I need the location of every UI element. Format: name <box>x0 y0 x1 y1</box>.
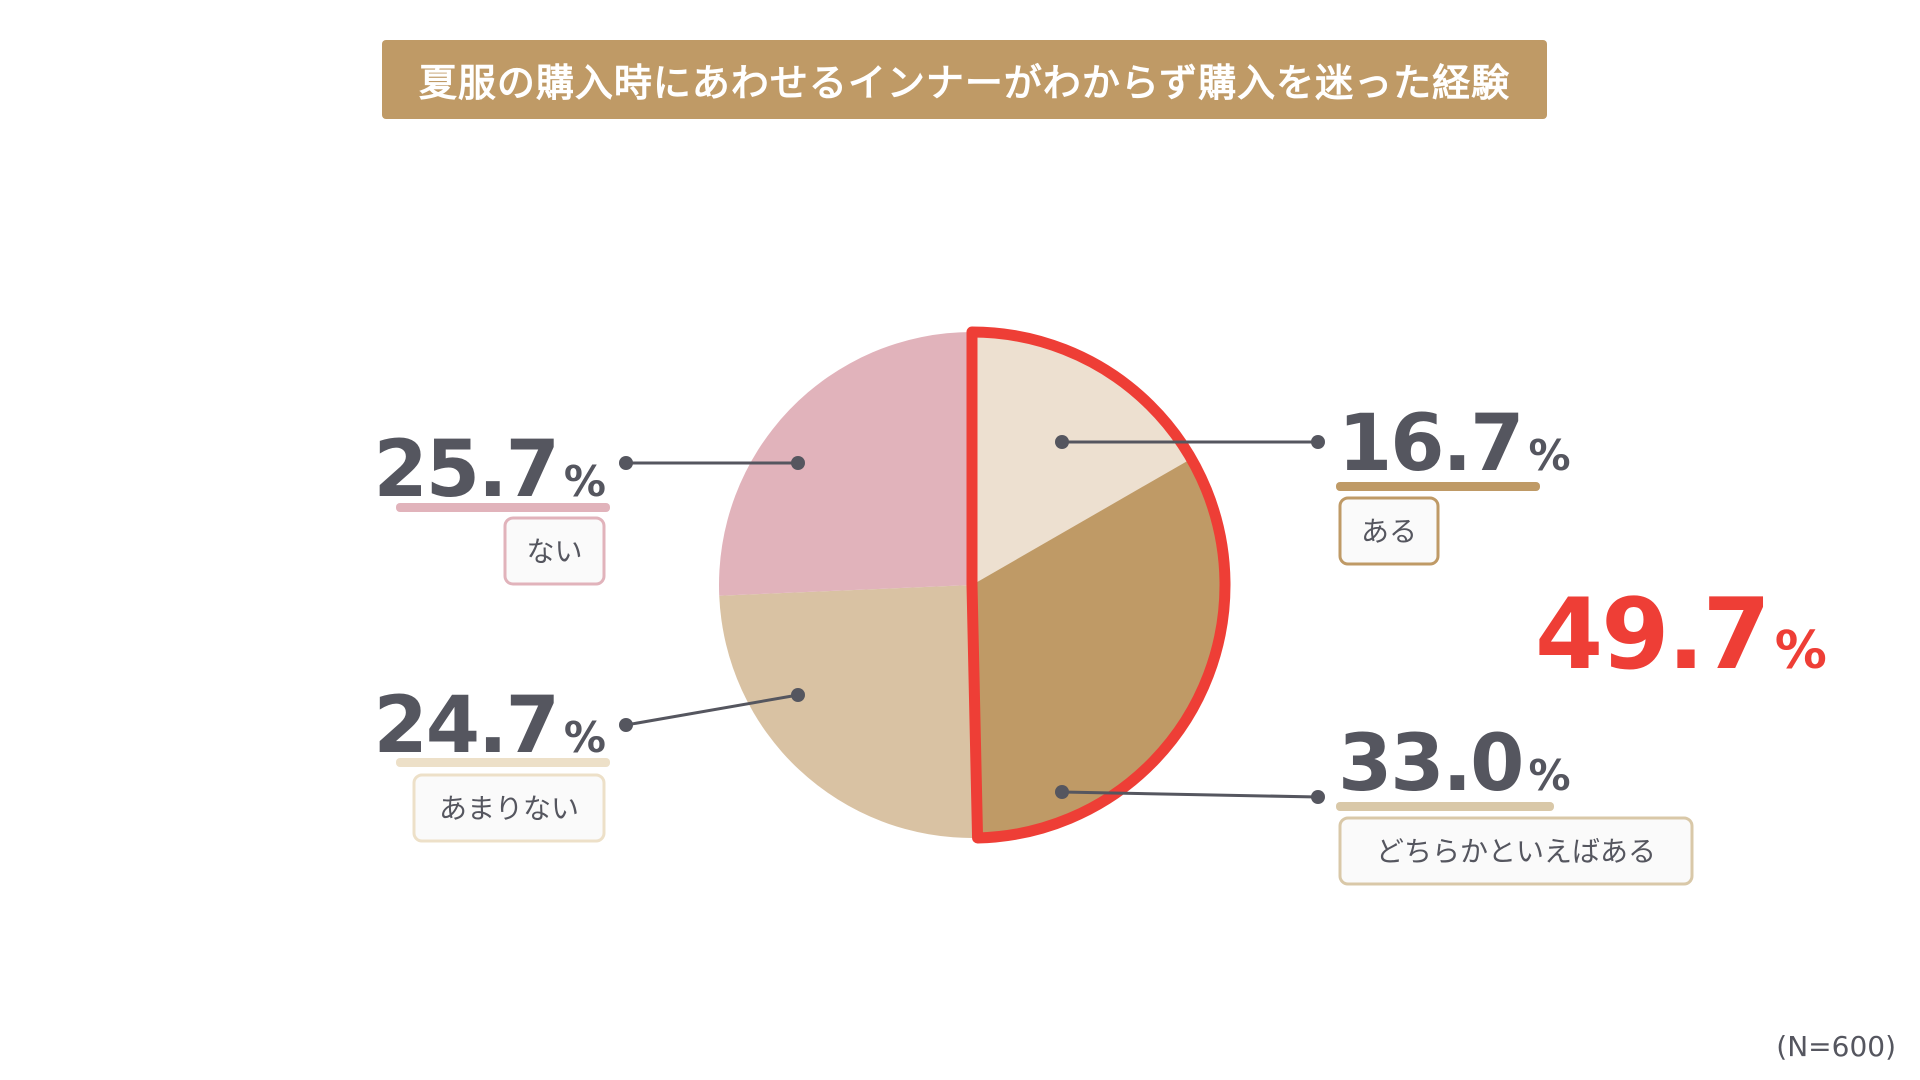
data-label-value-2: 33.0 <box>1338 719 1522 809</box>
data-label-3: 24.7% <box>373 681 606 771</box>
category-label-4: ない <box>526 535 582 568</box>
highlight-total-label: 49.7% <box>1535 578 1827 692</box>
pie-slice-3 <box>719 585 978 838</box>
leader-dot-inner-1 <box>1055 435 1069 449</box>
category-label-2: どちらかといえばある <box>1376 835 1656 868</box>
label-underline-2 <box>1336 802 1554 811</box>
data-label-value-4: 25.7 <box>373 425 557 515</box>
label-underline-3 <box>396 758 610 767</box>
pie-slice-4 <box>718 332 972 596</box>
category-box-3 <box>412 773 606 843</box>
highlight-total-value: 49.7 <box>1535 578 1769 692</box>
leader-dot-inner-2 <box>1055 785 1069 799</box>
data-label-1: 16.7% <box>1338 399 1571 489</box>
leader-line-2 <box>1061 790 1319 799</box>
sample-size-note: (N=600) <box>1776 1030 1896 1063</box>
data-label-unit-4: % <box>564 457 606 506</box>
category-box-2 <box>1338 816 1694 886</box>
leader-dot-outer-4 <box>619 456 633 470</box>
highlight-outline <box>966 326 1231 844</box>
pie-slice-2 <box>972 458 1226 838</box>
data-label-2: 33.0% <box>1338 719 1571 809</box>
highlight-total-unit: % <box>1775 621 1827 681</box>
data-label-4: 25.7% <box>373 425 606 515</box>
data-label-unit-3: % <box>564 713 606 762</box>
data-label-unit-2: % <box>1528 751 1570 800</box>
label-underline-4 <box>396 503 610 512</box>
leader-dot-inner-3 <box>791 688 805 702</box>
leader-line-3 <box>625 693 799 727</box>
leader-dot-outer-1 <box>1311 435 1325 449</box>
category-box-4 <box>503 516 606 586</box>
leader-dot-outer-2 <box>1311 790 1325 804</box>
data-label-value-1: 16.7 <box>1338 399 1522 489</box>
category-label-1: ある <box>1361 515 1417 548</box>
category-box-1 <box>1338 496 1440 566</box>
data-label-unit-1: % <box>1528 431 1570 480</box>
label-underline-1 <box>1336 482 1540 491</box>
category-label-3: あまりない <box>439 792 579 825</box>
leader-dot-outer-3 <box>619 718 633 732</box>
data-label-value-3: 24.7 <box>373 681 557 771</box>
leader-dot-inner-4 <box>791 456 805 470</box>
chart-title-bar: 夏服の購入時にあわせるインナーがわからず購入を迷った経験 <box>382 40 1547 119</box>
chart-title: 夏服の購入時にあわせるインナーがわからず購入を迷った経験 <box>418 61 1511 105</box>
